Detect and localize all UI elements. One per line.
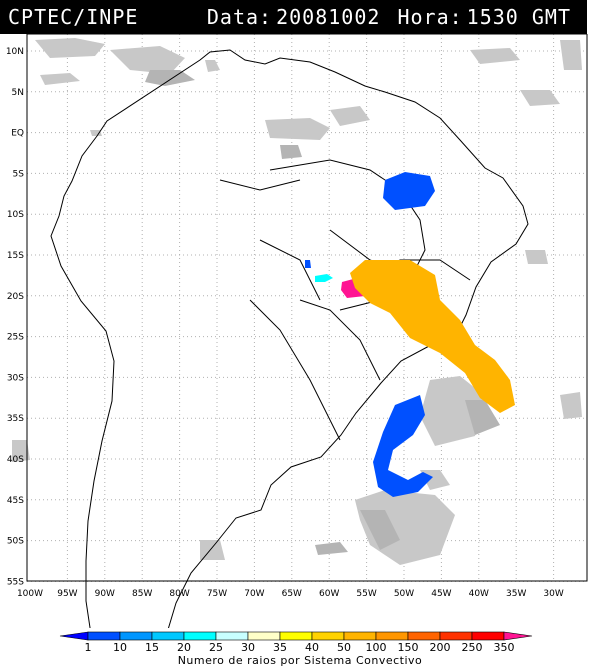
legend-title: Numero de raios por Sistema Convectivo [177, 654, 423, 667]
colorbar-tick-label: 1 [85, 641, 92, 654]
system-paraguay-cyan [315, 274, 333, 282]
date-label: Data: [206, 5, 273, 29]
colorbar: 1 10 15 20 25 30 35 40 50 100 150 200 250 350 [59, 631, 533, 654]
colorbar-box [119, 631, 153, 641]
lightning-map: 10N5NEQ5S10S15S20S25S30S35S40S45S50S55S … [6, 34, 588, 628]
lat-label: 45S [7, 496, 24, 506]
lon-label: 55W [356, 589, 376, 599]
lon-label: 70W [244, 589, 264, 599]
lon-label: 85W [132, 589, 152, 599]
system-bolivia-small [305, 260, 311, 268]
lightning-systems [305, 172, 515, 497]
lon-label: 45W [431, 589, 451, 599]
lat-label: 50S [7, 537, 24, 547]
colorbar-box [343, 631, 377, 641]
colorbar-box [183, 631, 217, 641]
lat-label: 20S [7, 292, 24, 302]
colorbar-tick-label: 30 [241, 641, 255, 654]
source-label: CPTEC/INPE [8, 5, 139, 29]
lon-label: 40W [469, 589, 489, 599]
colorbar-box [375, 631, 409, 641]
lon-label: 65W [282, 589, 302, 599]
lat-label: EQ [11, 129, 24, 139]
colorbar-box [407, 631, 441, 641]
colorbar-tick-label: 50 [337, 641, 351, 654]
date-time: Data: 20081002 Hora: 1530 GMT [207, 5, 575, 29]
colorbar-tick-label: 150 [398, 641, 419, 654]
time-label: Hora: [397, 5, 463, 29]
cloud-cover [12, 38, 582, 565]
lon-label: 60W [319, 589, 339, 599]
colorbar-tick-label: 100 [366, 641, 387, 654]
lon-label: 30W [543, 589, 563, 599]
lat-label: 25S [7, 333, 24, 343]
lat-label: 10S [7, 210, 24, 220]
lon-label: 35W [506, 589, 526, 599]
colorbar-labels: 1 10 15 20 25 30 35 40 50 100 150 200 250 350 [85, 641, 515, 654]
colorbar-box [311, 631, 345, 641]
colorbar-tick-label: 35 [273, 641, 287, 654]
date-value: 20081002 [276, 5, 381, 29]
system-south-atlantic [373, 395, 433, 497]
colorbar-box [279, 631, 313, 641]
colorbar-box [215, 631, 249, 641]
lat-label: 5N [12, 88, 24, 98]
lat-label: 15S [7, 251, 24, 261]
lat-label: 5S [13, 169, 25, 179]
lat-label: 40S [7, 455, 24, 465]
lon-label: 50W [394, 589, 414, 599]
colorbar-box [471, 631, 505, 641]
lat-label: 55S [7, 577, 24, 587]
longitude-labels: 100W 95W 90W 85W 80W 75W 70W 65W 60W 55W 50W 45W 40W… [17, 589, 564, 599]
colorbar-box [439, 631, 473, 641]
lat-label: 35S [7, 414, 24, 424]
colorbar-box [247, 631, 281, 641]
colorbar-tick-label: 200 [430, 641, 451, 654]
lat-label: 30S [7, 373, 24, 383]
lon-label: 95W [57, 589, 77, 599]
colorbar-arrow-right [503, 631, 533, 641]
header-bar: CPTEC/INPE Data: 20081002 Hora: 1530 GMT [0, 0, 587, 34]
colorbar-tick-label: 25 [209, 641, 223, 654]
time-value: 1530 GMT [466, 5, 571, 29]
colorbar-tick-label: 250 [462, 641, 483, 654]
colorbar-tick-label: 20 [177, 641, 191, 654]
colorbar-tick-label: 40 [305, 641, 319, 654]
lon-label: 100W [17, 589, 43, 599]
colorbar-box [87, 631, 121, 641]
lon-label: 80W [169, 589, 189, 599]
system-southeast-brazil [350, 260, 515, 413]
colorbar-arrow-left [59, 631, 89, 641]
colorbar-tick-label: 350 [494, 641, 515, 654]
lat-label: 10N [6, 47, 24, 57]
colorbar-tick-label: 15 [145, 641, 159, 654]
lon-label: 75W [207, 589, 227, 599]
colorbar-tick-label: 10 [113, 641, 127, 654]
latitude-labels: 10N 5N EQ 5S 10S 15S 20S 25S 30S 35S 40S 45S 50S 55S [6, 47, 24, 587]
colorbar-box [151, 631, 185, 641]
colorbar-boxes [59, 631, 533, 641]
lon-label: 90W [95, 589, 115, 599]
map-frame [26, 34, 588, 582]
system-northeast-brazil [383, 172, 435, 210]
